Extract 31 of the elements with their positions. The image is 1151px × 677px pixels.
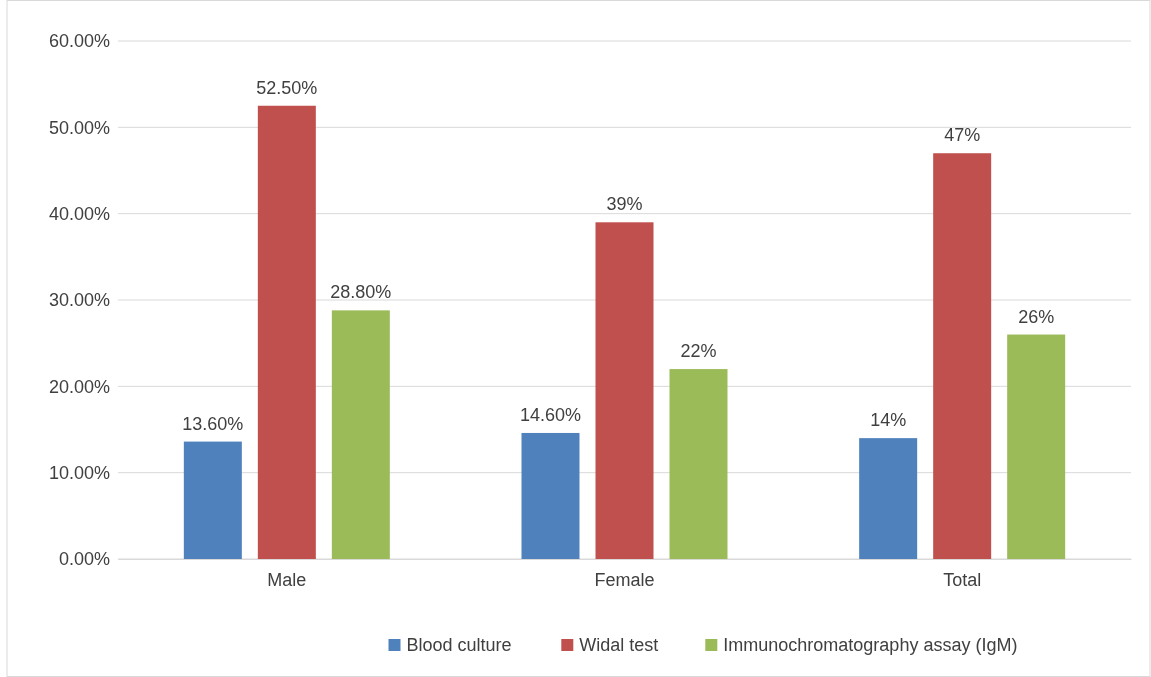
y-tick-label: 40.00% [48, 203, 110, 224]
legend-label: Immunochromatography assay (IgM) [723, 635, 1018, 655]
data-label: 13.60% [182, 413, 244, 434]
bar [257, 105, 316, 559]
bar [859, 438, 918, 559]
bar [933, 153, 992, 559]
bar [1007, 334, 1066, 559]
y-tick-label: 0.00% [58, 549, 110, 570]
data-label: 14.60% [519, 404, 582, 425]
y-tick-label: 30.00% [48, 290, 110, 311]
y-tick-label: 60.00% [48, 31, 110, 52]
x-tick-label: Male [267, 569, 307, 590]
data-label: 39% [606, 194, 643, 215]
x-tick-label: Total [943, 569, 982, 590]
legend-label: Widal test [579, 635, 659, 655]
data-label: 28.80% [330, 282, 392, 303]
y-tick-label: 20.00% [48, 376, 110, 397]
bar [595, 222, 654, 559]
data-label: 47% [944, 125, 981, 146]
bar [183, 441, 242, 559]
data-label: 14% [870, 410, 907, 431]
y-tick-label: 10.00% [48, 462, 110, 483]
data-label: 22% [680, 341, 717, 362]
bar [521, 432, 580, 559]
x-tick-label: Female [594, 569, 655, 590]
bar [669, 369, 728, 559]
legend-label: Blood culture [406, 635, 512, 655]
bar [331, 310, 390, 559]
data-label: 26% [1018, 306, 1055, 327]
y-tick-label: 50.00% [48, 117, 110, 138]
data-label: 52.50% [256, 77, 318, 98]
